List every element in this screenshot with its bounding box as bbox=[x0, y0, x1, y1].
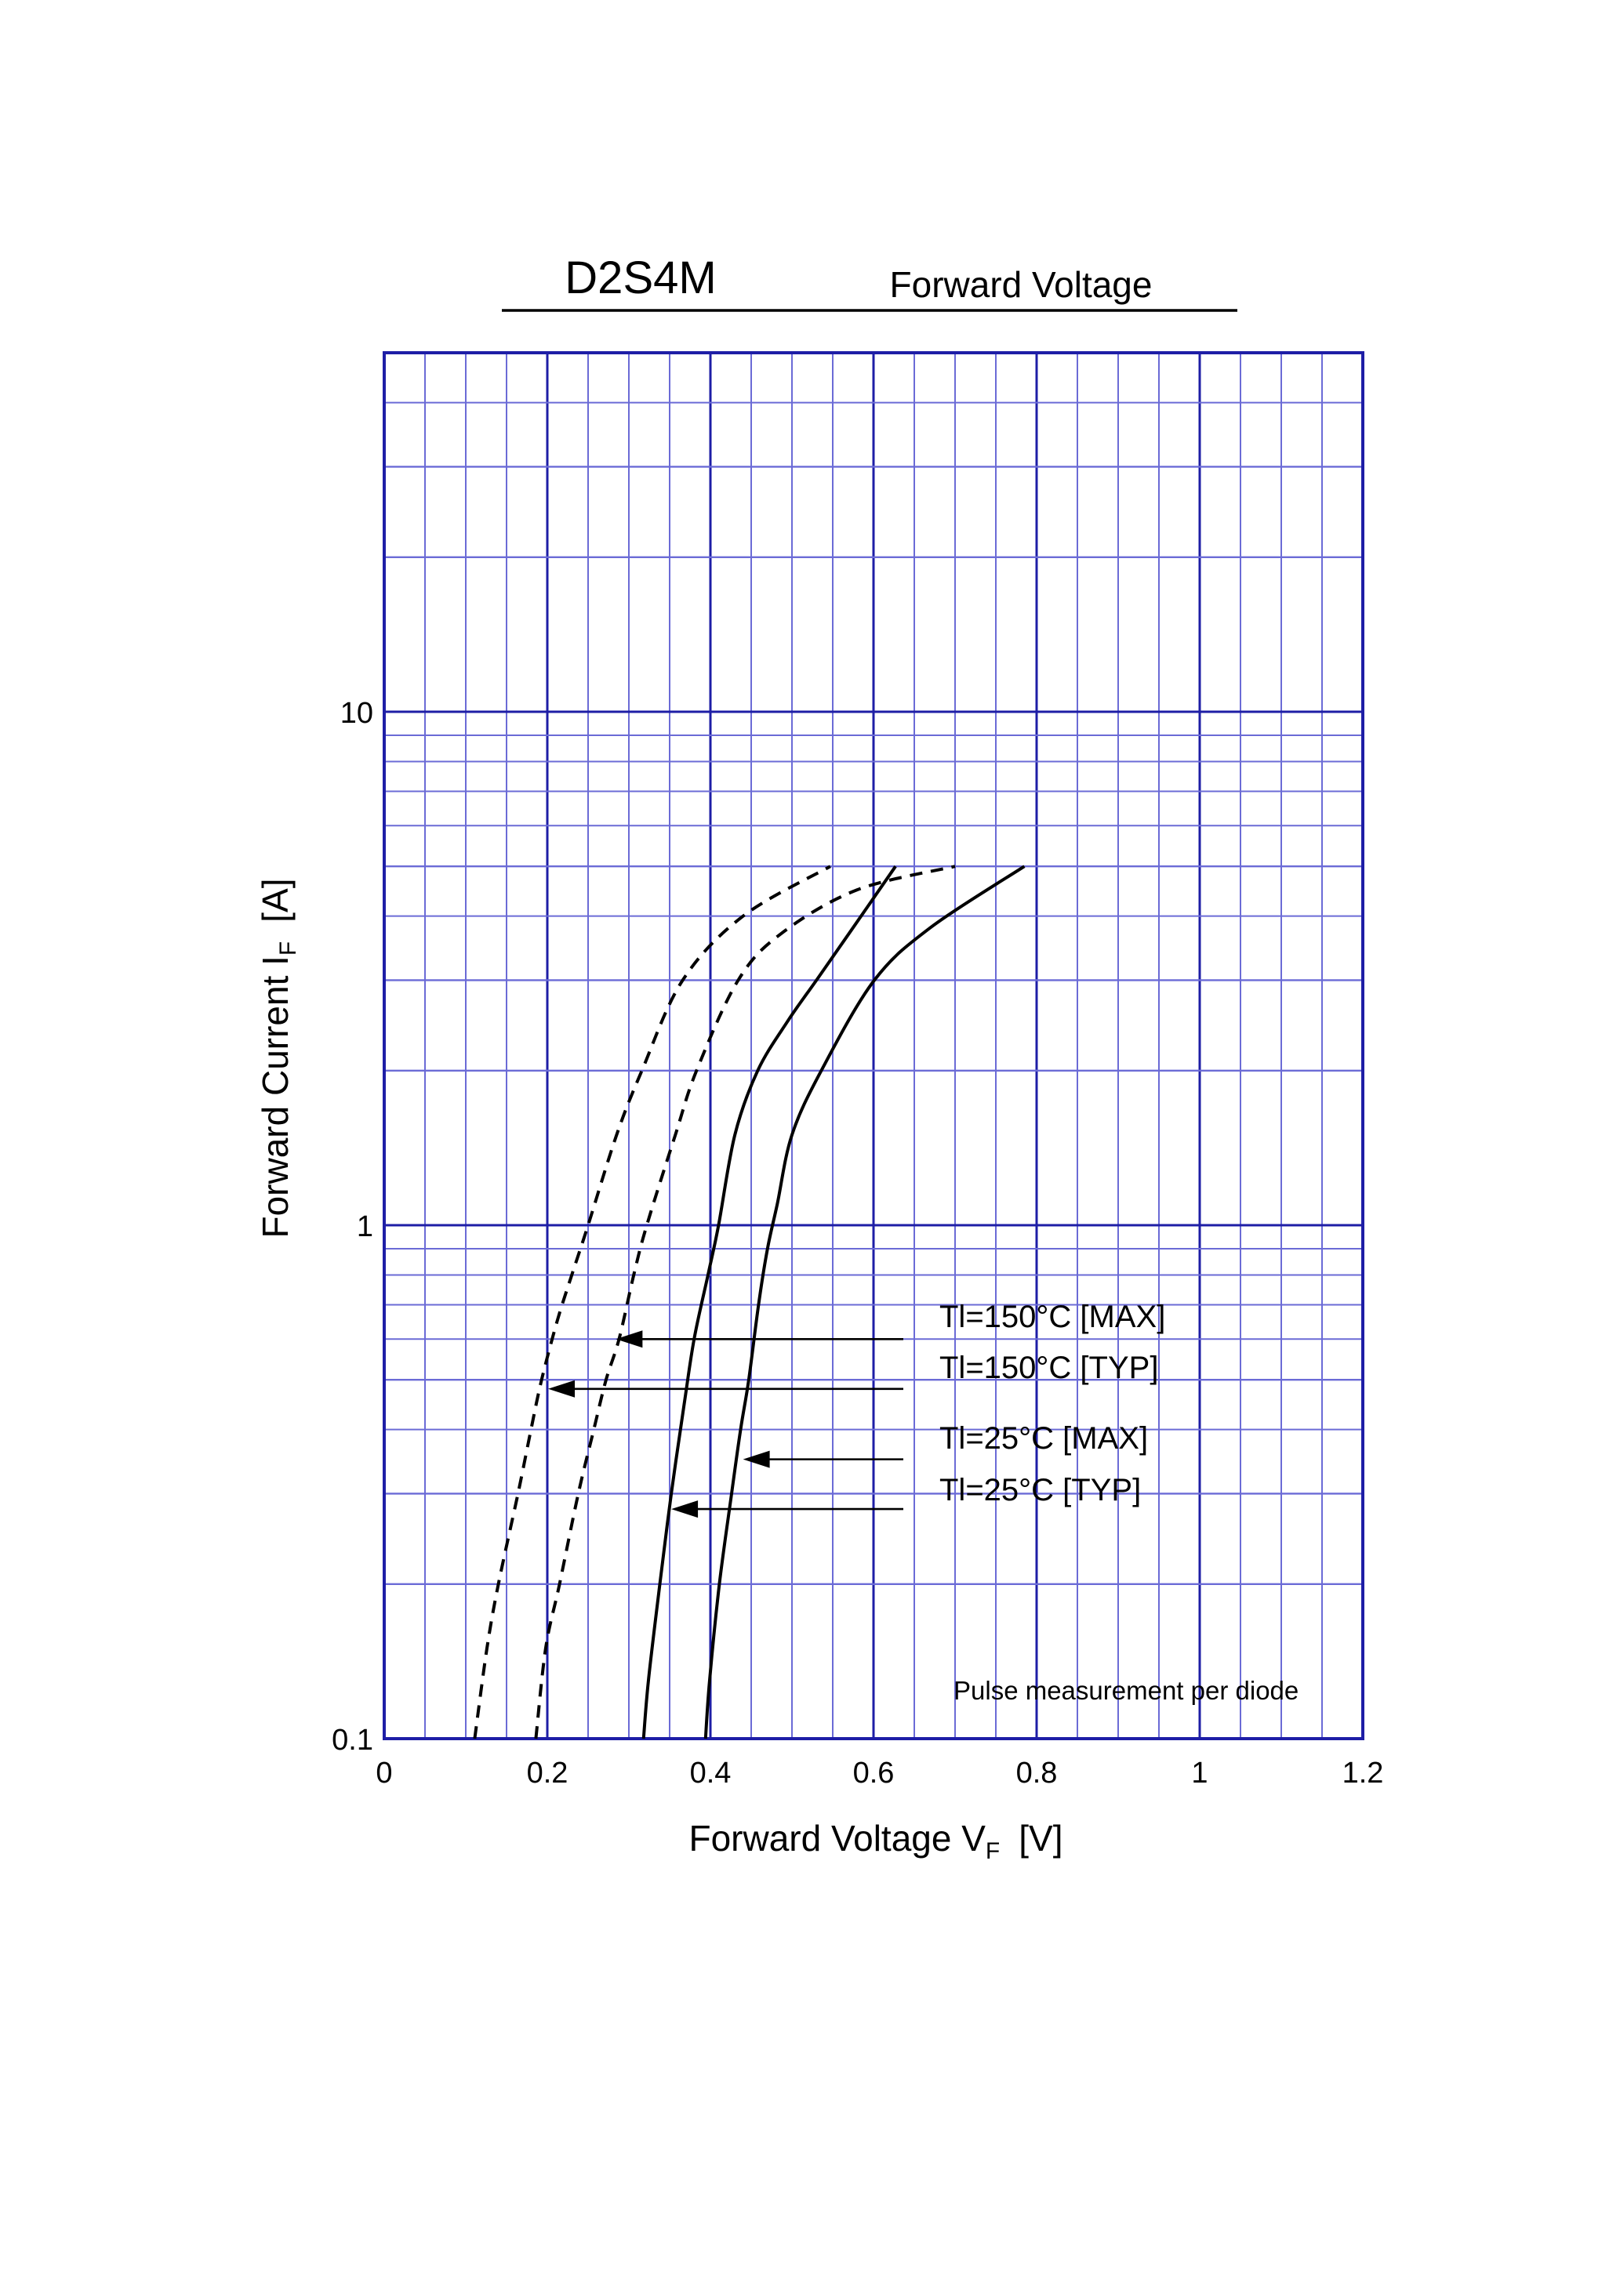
annotation-label: Tl=25°C [TYP] bbox=[939, 1473, 1141, 1507]
series-line-2 bbox=[473, 865, 831, 1739]
x-axis-label-unit: [V] bbox=[1019, 1818, 1062, 1859]
arrow-head bbox=[548, 1380, 576, 1398]
tick-labels: 0 0.2 0.4 0.6 0.8 1 1.2 0.1 1 10 bbox=[332, 697, 1383, 1790]
x-tick-label: 0.6 bbox=[853, 1757, 895, 1790]
grid bbox=[383, 351, 1364, 1740]
y-tick-label: 0.1 bbox=[332, 1724, 373, 1757]
annotation-label: Tl=25°C [MAX] bbox=[939, 1421, 1148, 1456]
arrow-head bbox=[616, 1330, 643, 1348]
series-line-3 bbox=[703, 865, 1026, 1739]
y-tick-label: 10 bbox=[340, 697, 373, 730]
x-tick-label: 0.4 bbox=[690, 1757, 732, 1790]
annotation-arrows bbox=[548, 1330, 903, 1518]
x-tick-label: 0 bbox=[376, 1757, 392, 1790]
chart-title: D2S4M bbox=[565, 252, 716, 303]
y-tick-label: 1 bbox=[357, 1210, 373, 1243]
y-axis-label-unit: [A] bbox=[255, 878, 296, 922]
plot-frame bbox=[383, 351, 1364, 1740]
arrow-head bbox=[743, 1450, 770, 1468]
chart-subtitle: Forward Voltage bbox=[890, 264, 1153, 305]
pulse-note: Pulse measurement per diode bbox=[953, 1676, 1299, 1705]
x-tick-label: 0.2 bbox=[527, 1757, 568, 1790]
series-line-4 bbox=[641, 865, 897, 1739]
x-axis-label-main: Forward Voltage V bbox=[689, 1818, 986, 1859]
y-axis-label: Forward Current IF [A] bbox=[255, 878, 301, 1238]
annotation-label: Tl=150°C [MAX] bbox=[939, 1300, 1165, 1334]
y-axis-label-main: Forward Current I bbox=[255, 956, 296, 1238]
series-line-1 bbox=[534, 865, 956, 1739]
annotation-labels: Tl=150°C [MAX] Tl=150°C [TYP] Tl=25°C [MAX… bbox=[939, 1300, 1165, 1507]
x-axis-label: Forward Voltage VF [V] bbox=[689, 1818, 1063, 1864]
x-tick-label: 1 bbox=[1191, 1757, 1208, 1790]
annotation-label: Tl=150°C [TYP] bbox=[939, 1351, 1158, 1385]
y-axis-label-sub: F bbox=[275, 941, 301, 956]
curves bbox=[473, 865, 1026, 1739]
x-tick-label: 1.2 bbox=[1342, 1757, 1384, 1790]
arrow-head bbox=[671, 1500, 699, 1518]
x-axis-label-sub: F bbox=[986, 1838, 1000, 1864]
x-tick-label: 0.8 bbox=[1016, 1757, 1058, 1790]
